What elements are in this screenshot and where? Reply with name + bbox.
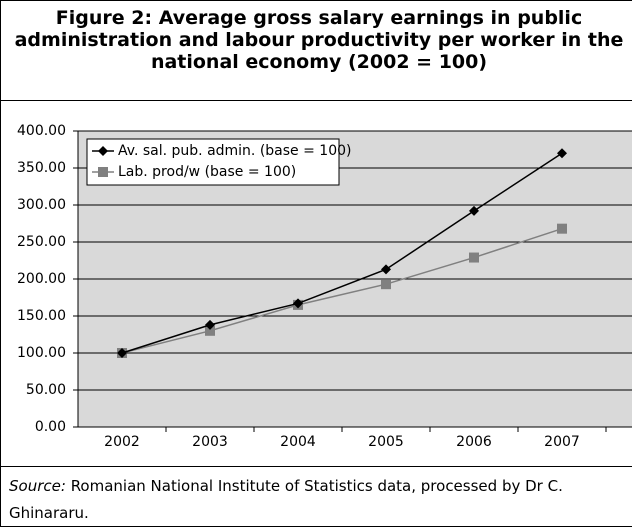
point [469, 205, 479, 216]
legend-label: Lab. prod/w (base = 100) [118, 164, 296, 180]
point [557, 148, 567, 159]
point [381, 264, 391, 275]
point [557, 223, 567, 234]
point [117, 348, 127, 358]
x-tick-label: 2007 [544, 434, 580, 450]
x-tick-label: 2006 [456, 434, 492, 450]
source: Source: Romanian National Institute of S… [1, 466, 632, 526]
y-tick-label: 0.00 [35, 419, 66, 435]
legend-box [86, 138, 340, 186]
x-tick-label: 2002 [104, 434, 140, 450]
point [98, 146, 108, 156]
x-tick-label: 2005 [368, 434, 404, 450]
point [205, 319, 215, 330]
y-tick-label: 100.00 [17, 345, 66, 361]
x-tick-label: 2003 [192, 434, 228, 450]
point [205, 325, 215, 336]
y-tick-label: 300.00 [17, 197, 66, 213]
x-tick-label: 2004 [280, 434, 316, 450]
source-label: Source: [9, 477, 66, 495]
point [381, 279, 391, 290]
chart-title: Figure 2: Average gross salary earnings … [1, 1, 632, 101]
series-line [121, 227, 563, 354]
y-tick-label: 50.00 [26, 382, 66, 398]
point [469, 252, 479, 263]
y-tick-label: 250.00 [17, 234, 66, 250]
point [98, 167, 108, 177]
series-line [121, 152, 563, 354]
y-tick-label: 350.00 [17, 160, 66, 176]
chart: 0.00 50.00 100.00 150.00 200.00 250.00 300.00 3… [17, 123, 632, 450]
source-text: Romanian National Institute of Statistic… [9, 477, 563, 522]
y-tick-label: 150.00 [17, 308, 66, 324]
point [293, 298, 303, 309]
y-tick-label: 400.00 [17, 123, 66, 139]
y-tick-label: 200.00 [17, 271, 66, 287]
legend-label: Av. sal. pub. admin. (base = 100) [118, 143, 351, 159]
